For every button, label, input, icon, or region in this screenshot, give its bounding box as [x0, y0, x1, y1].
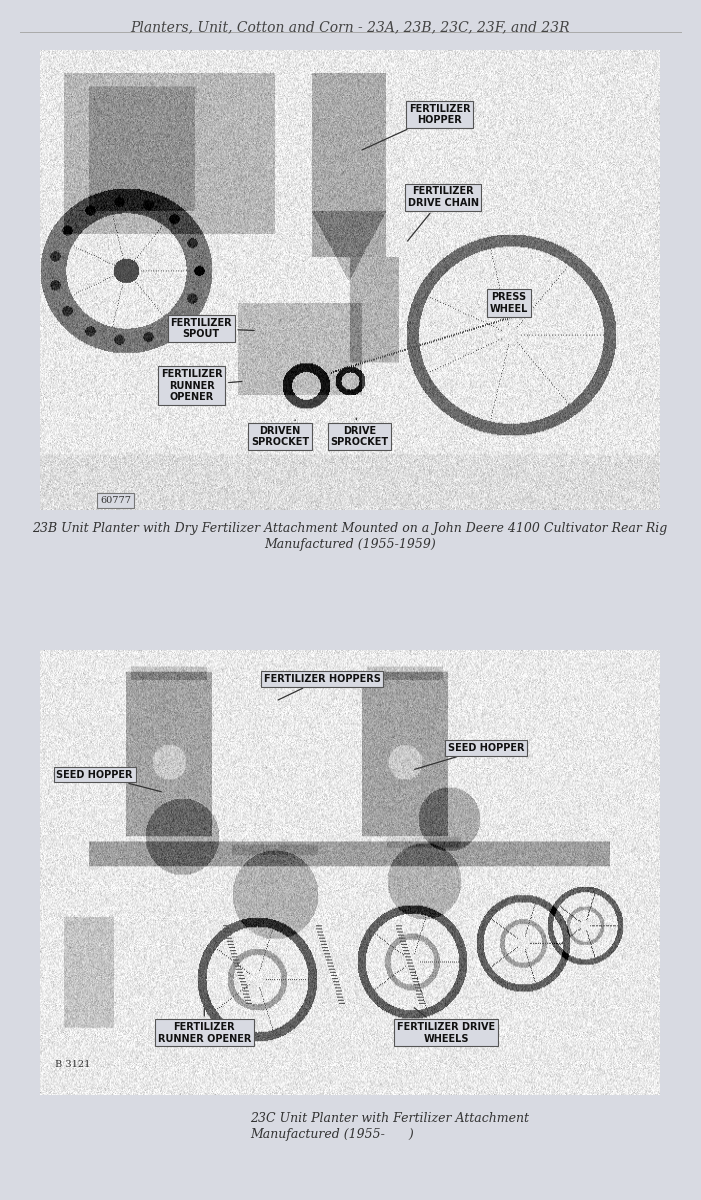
- Text: FERTILIZER DRIVE
WHEELS: FERTILIZER DRIVE WHEELS: [397, 1008, 495, 1044]
- Text: FERTILIZER
DRIVE CHAIN: FERTILIZER DRIVE CHAIN: [407, 186, 479, 241]
- Text: FERTILIZER
SPOUT: FERTILIZER SPOUT: [170, 318, 254, 340]
- Text: FERTILIZER
RUNNER OPENER: FERTILIZER RUNNER OPENER: [158, 1009, 251, 1044]
- Text: FERTILIZER HOPPERS: FERTILIZER HOPPERS: [264, 674, 381, 700]
- Text: B 3121: B 3121: [55, 1060, 90, 1069]
- Text: SEED HOPPER: SEED HOPPER: [415, 743, 524, 769]
- Text: DRIVEN
SPROCKET: DRIVEN SPROCKET: [251, 420, 309, 448]
- Text: DRIVE
SPROCKET: DRIVE SPROCKET: [330, 418, 388, 448]
- Text: 23B Unit Planter with Dry Fertilizer Attachment Mounted on a John Deere 4100 Cul: 23B Unit Planter with Dry Fertilizer Att…: [32, 522, 667, 535]
- Text: Planters, Unit, Cotton and Corn - 23A, 23B, 23C, 23F, and 23R: Planters, Unit, Cotton and Corn - 23A, 2…: [130, 20, 570, 34]
- Text: Manufactured (1955-1959): Manufactured (1955-1959): [264, 538, 436, 551]
- Text: Manufactured (1955-      ): Manufactured (1955- ): [250, 1128, 414, 1141]
- Text: FERTILIZER
RUNNER
OPENER: FERTILIZER RUNNER OPENER: [161, 370, 242, 402]
- Text: SEED HOPPER: SEED HOPPER: [56, 769, 161, 792]
- Text: PRESS
WHEEL: PRESS WHEEL: [489, 292, 528, 313]
- Text: 60777: 60777: [100, 496, 131, 505]
- Text: FERTILIZER
HOPPER: FERTILIZER HOPPER: [362, 103, 470, 150]
- Text: 23C Unit Planter with Fertilizer Attachment: 23C Unit Planter with Fertilizer Attachm…: [250, 1112, 529, 1126]
